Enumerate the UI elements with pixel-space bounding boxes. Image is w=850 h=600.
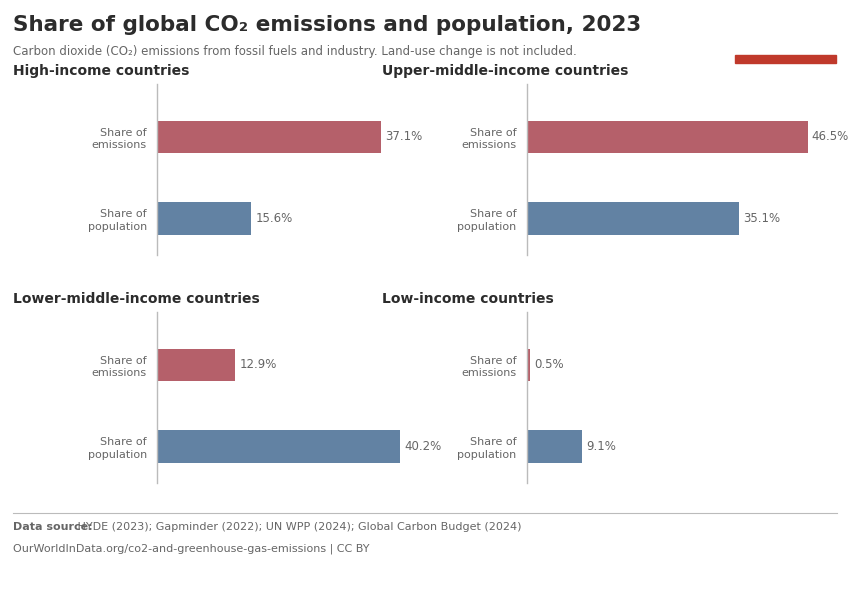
Text: Our World: Our World	[756, 25, 814, 35]
Text: 12.9%: 12.9%	[240, 358, 277, 371]
Bar	[527, 121, 808, 153]
Text: OurWorldInData.org/co2-and-greenhouse-gas-emissions | CC BY: OurWorldInData.org/co2-and-greenhouse-ga…	[13, 543, 369, 553]
Bar	[157, 121, 381, 153]
Text: 37.1%: 37.1%	[385, 130, 422, 143]
Bar	[157, 349, 235, 381]
Text: 0.5%: 0.5%	[535, 358, 564, 371]
Text: 15.6%: 15.6%	[256, 212, 293, 225]
Text: Share of global CO₂ emissions and population, 2023: Share of global CO₂ emissions and popula…	[13, 15, 641, 35]
Text: 40.2%: 40.2%	[404, 440, 441, 453]
Text: Lower-middle-income countries: Lower-middle-income countries	[13, 292, 259, 306]
Bar	[735, 55, 836, 63]
Text: Carbon dioxide (CO₂) emissions from fossil fuels and industry. Land-use change i: Carbon dioxide (CO₂) emissions from foss…	[13, 45, 576, 58]
Text: 9.1%: 9.1%	[586, 440, 616, 453]
Text: Data source:: Data source:	[13, 522, 93, 532]
Bar	[527, 349, 530, 381]
Bar	[157, 202, 252, 235]
Bar	[157, 430, 400, 463]
Bar	[527, 430, 582, 463]
Text: 35.1%: 35.1%	[743, 212, 780, 225]
Text: High-income countries: High-income countries	[13, 64, 189, 78]
Text: 46.5%: 46.5%	[812, 130, 849, 143]
Text: Low-income countries: Low-income countries	[382, 292, 554, 306]
Text: in Data: in Data	[765, 42, 806, 52]
Text: Upper-middle-income countries: Upper-middle-income countries	[382, 64, 629, 78]
Bar	[527, 202, 739, 235]
Text: HYDE (2023); Gapminder (2022); UN WPP (2024); Global Carbon Budget (2024): HYDE (2023); Gapminder (2022); UN WPP (2…	[74, 522, 521, 532]
